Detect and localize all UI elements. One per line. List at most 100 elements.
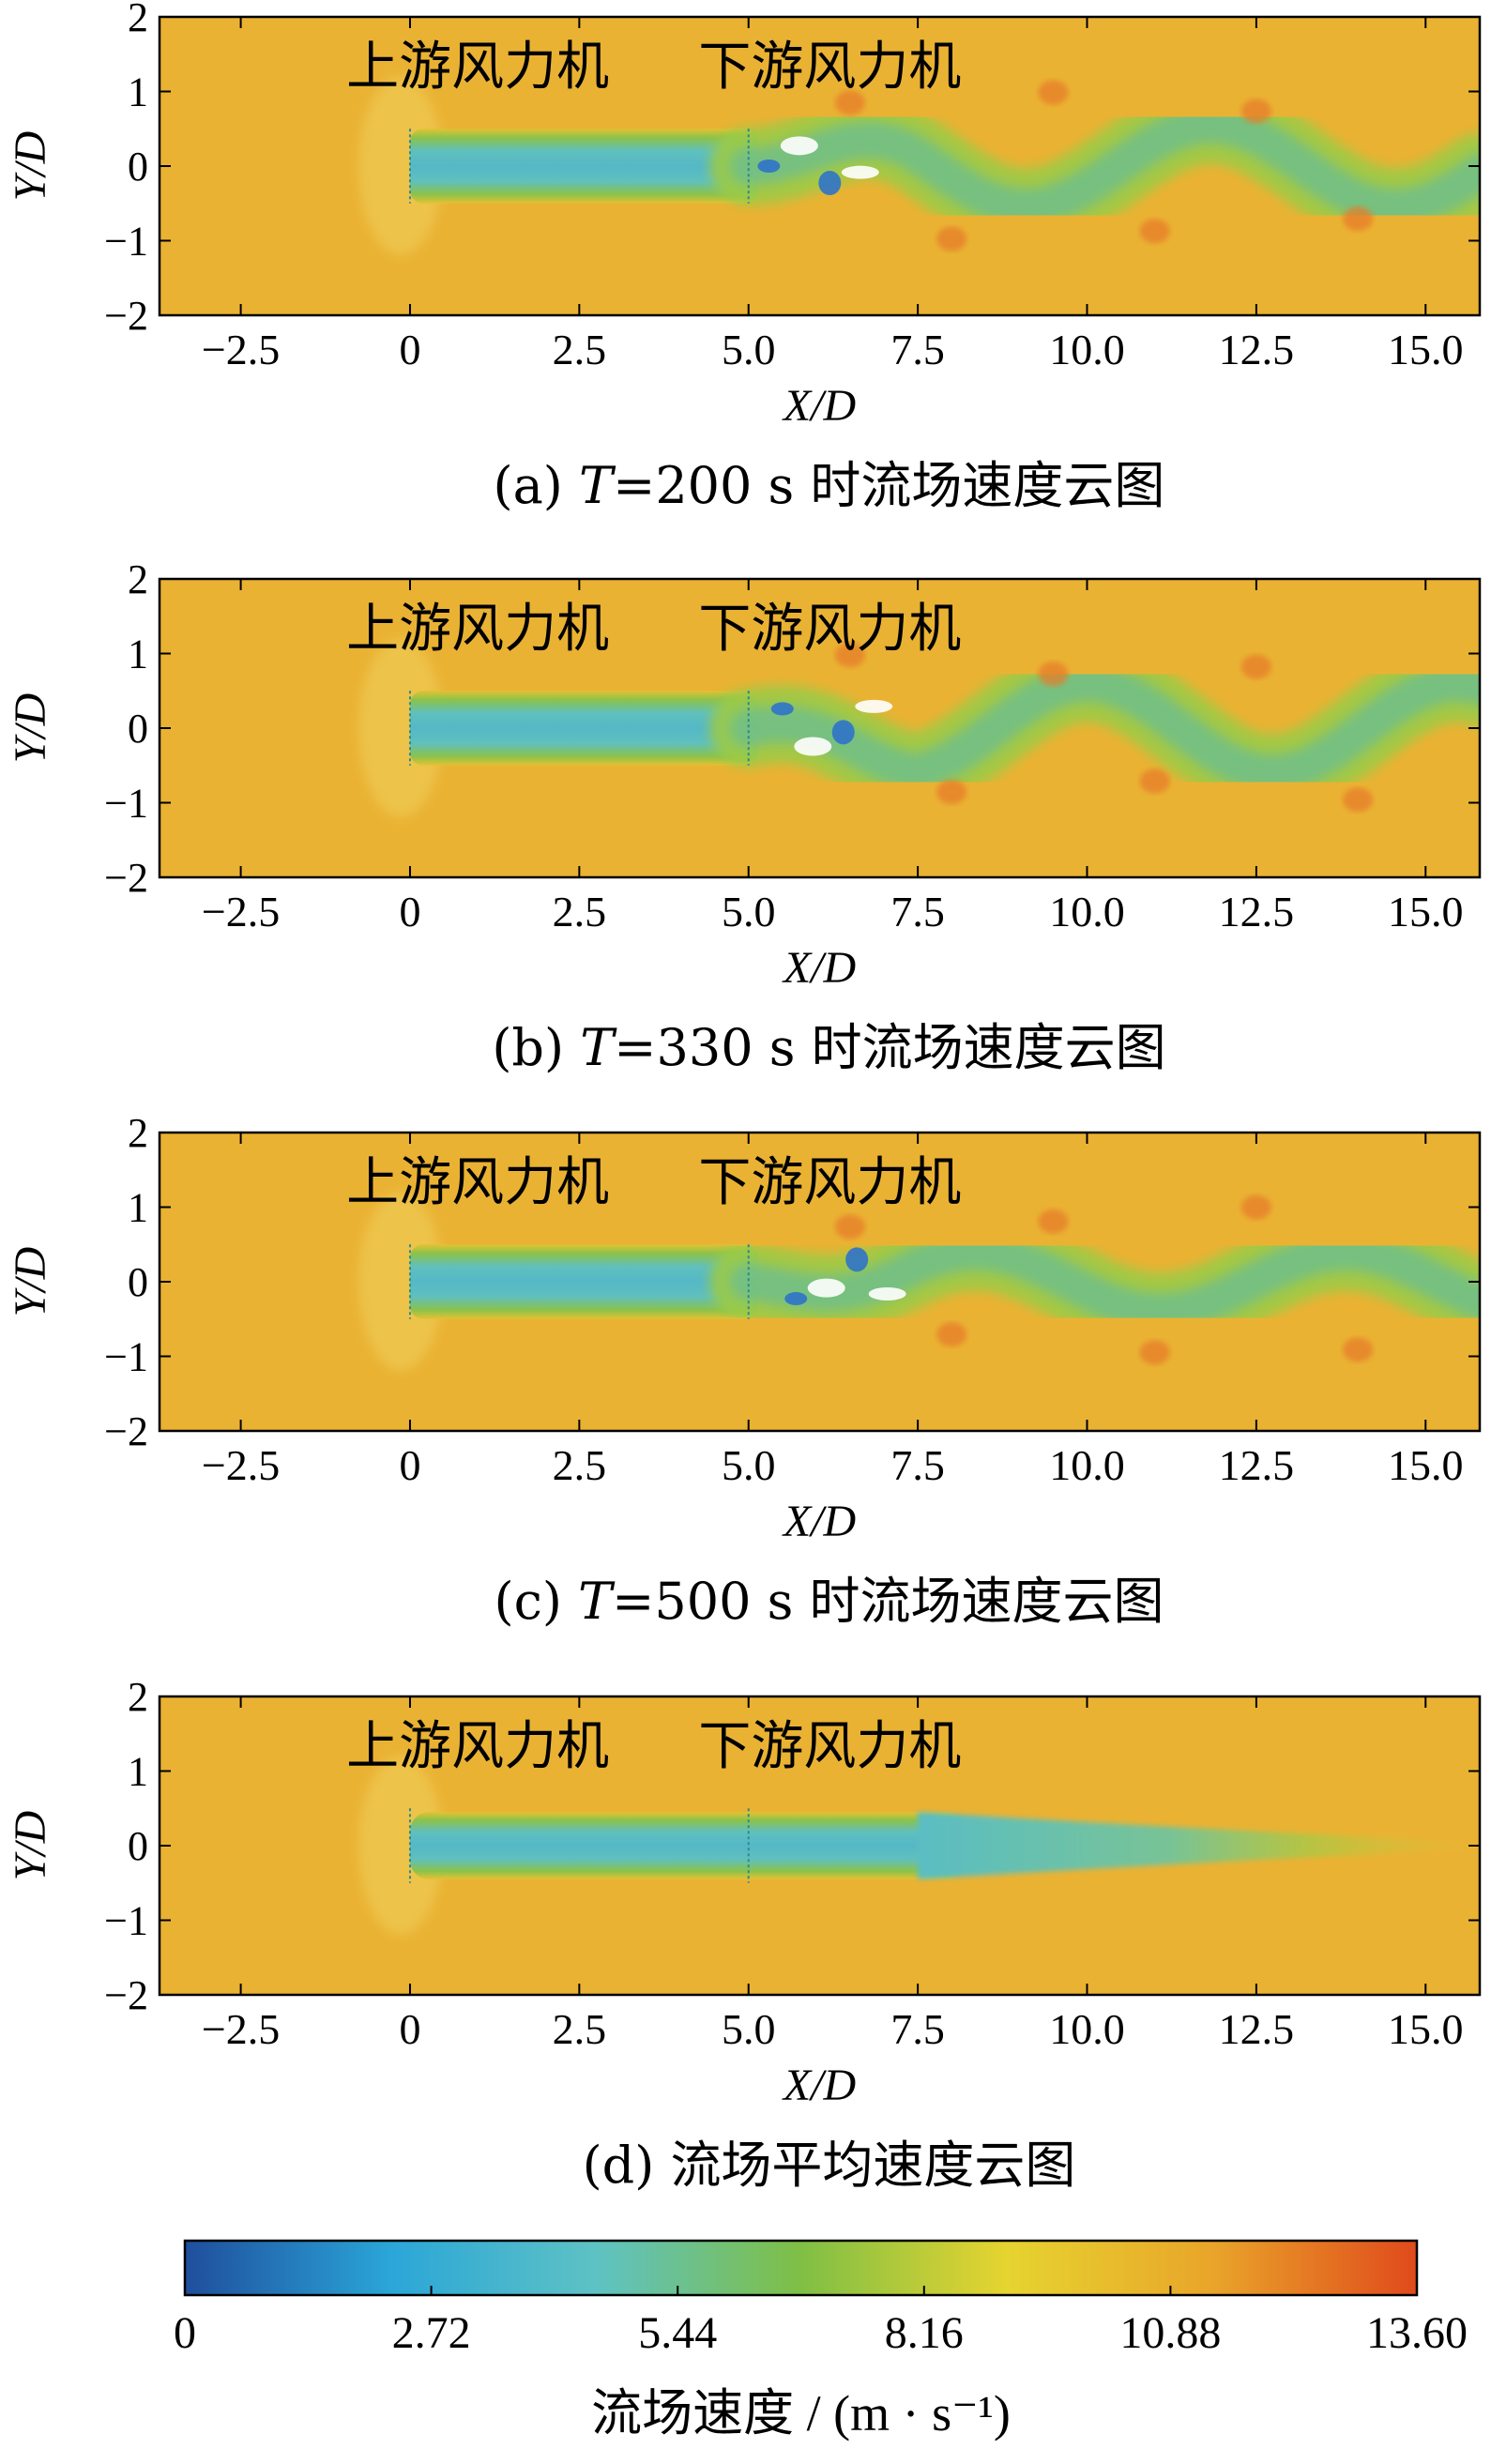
upstream-turbine-label: 上游风力机: [346, 1152, 609, 1213]
y-tick-label: −2: [104, 1408, 148, 1454]
panel-caption: (a) T=200 s 时流场速度云图: [494, 456, 1165, 515]
caption-variable: T: [579, 456, 616, 515]
y-axis-label: Y/D: [6, 131, 55, 202]
velocity-field: [358, 77, 1480, 255]
vortex-spot: [1343, 206, 1374, 232]
wake-core: [409, 1244, 758, 1319]
vortex-spot: [1038, 1209, 1069, 1234]
colorbar-tick-label: 10.88: [1119, 2308, 1221, 2358]
x-tick-label: 10.0: [1049, 1441, 1125, 1489]
y-tick-label: 2: [128, 1110, 148, 1156]
upstream-turbine-label: 上游风力机: [346, 1716, 609, 1777]
x-tick-label: 10.0: [1049, 888, 1125, 935]
caption-text: =500 s 时流场速度云图: [612, 1572, 1164, 1631]
caption-text: =200 s 时流场速度云图: [613, 456, 1164, 515]
x-tick-label: 7.5: [890, 888, 945, 935]
vortex-spot: [1038, 80, 1069, 105]
x-tick-label: 5.0: [722, 1441, 776, 1489]
low-speed-patch: [807, 1278, 845, 1298]
panel-caption: (d) 流场平均速度云图: [583, 2136, 1076, 2195]
vortex-spot: [1139, 219, 1170, 244]
x-tick-label: 0: [399, 2005, 420, 2053]
vortex-spot: [834, 1214, 865, 1240]
vortex-spot: [1240, 1194, 1271, 1220]
y-tick-label: 0: [128, 706, 148, 752]
x-tick-label: 5.0: [722, 326, 776, 373]
vortex-spot: [936, 780, 967, 805]
x-tick-label: 10.0: [1049, 2005, 1125, 2053]
x-axis-label: X/D: [782, 2061, 856, 2110]
wake-core: [409, 691, 758, 766]
x-axis-label: X/D: [782, 943, 856, 993]
y-tick-label: 1: [128, 631, 148, 677]
colorbar-tick-label: 8.16: [885, 2308, 964, 2358]
x-tick-label: 15.0: [1388, 326, 1464, 373]
x-axis-label: X/D: [782, 381, 856, 431]
colorbar-gradient: [183, 2239, 1419, 2297]
induction-zone: [358, 77, 443, 255]
upstream-turbine-label: 上游风力机: [346, 599, 609, 660]
y-tick-label: −2: [104, 855, 148, 901]
wake-core: [409, 129, 758, 204]
y-tick-label: −1: [104, 1334, 148, 1380]
colorbar-tick-label: 0: [174, 2308, 196, 2358]
upstream-turbine-label: 上游风力机: [346, 37, 609, 98]
vortex-spot: [1240, 99, 1271, 124]
x-tick-label: 10.0: [1049, 326, 1125, 373]
y-tick-label: −2: [104, 1972, 148, 2018]
y-tick-label: 1: [128, 69, 148, 115]
x-tick-label: 15.0: [1388, 888, 1464, 935]
wake-meander-inner: [730, 664, 1480, 792]
x-tick-label: 12.5: [1219, 326, 1295, 373]
y-tick-label: −1: [104, 781, 148, 827]
x-tick-label: 0: [399, 326, 420, 373]
x-tick-label: 5.0: [722, 888, 776, 935]
x-tick-label: −2.5: [202, 326, 280, 373]
x-tick-label: 2.5: [553, 326, 607, 373]
caption-prefix: (d): [583, 2136, 671, 2195]
panel-d: 上游风力机 下游风力机 −2.5 0 2.5 5.0 7.5 10.0 12.5 15.0 2 1 0 −…: [6, 1674, 1482, 2195]
y-tick-label: 2: [128, 1674, 148, 1720]
colorbar-tick-label: 5.44: [638, 2308, 717, 2358]
caption-text: =330 s 时流场速度云图: [614, 1018, 1165, 1077]
x-axis-label: X/D: [782, 1497, 856, 1546]
x-tick-label: −2.5: [202, 1441, 280, 1489]
x-tick-label: 5.0: [722, 2005, 776, 2053]
x-tick-label: 7.5: [890, 326, 945, 373]
vortex-spot: [1240, 654, 1271, 679]
vortex-spot: [1038, 662, 1069, 687]
y-tick-label: −2: [104, 293, 148, 339]
velocity-field: [358, 1193, 1480, 1371]
x-tick-label: 0: [399, 1441, 420, 1489]
x-tick-label: 15.0: [1388, 2005, 1464, 2053]
x-tick-label: −2.5: [202, 888, 280, 935]
y-tick-label: 2: [128, 556, 148, 602]
low-speed-patch: [845, 1247, 869, 1272]
x-tick-label: 12.5: [1219, 2005, 1295, 2053]
vortex-spot: [1343, 787, 1374, 813]
low-speed-patch: [784, 1292, 808, 1306]
low-speed-patch: [841, 165, 879, 179]
low-speed-patch: [780, 136, 818, 156]
x-tick-label: 7.5: [890, 1441, 945, 1489]
velocity-field: [358, 639, 1480, 817]
x-tick-label: 12.5: [1219, 1441, 1295, 1489]
panel-caption: (b) T=330 s 时流场速度云图: [492, 1018, 1165, 1077]
induction-zone: [358, 1757, 443, 1935]
wake-core: [409, 1812, 966, 1879]
x-tick-label: 2.5: [553, 888, 607, 935]
vortex-spot: [936, 226, 967, 251]
colorbar-tick-label: 2.72: [392, 2308, 471, 2358]
vortex-spot: [1139, 768, 1170, 794]
velocity-field: [358, 1757, 1480, 1935]
caption-prefix: (b): [492, 1018, 580, 1077]
colorbar: 0 2.72 5.44 8.16 10.88 13.60 流场速度 / (m · s⁻¹): [174, 2239, 1468, 2441]
panel-b: 上游风力机 下游风力机 −2.5 0 2.5 5.0 7.5 10.0 12.5 15.0 2 1 0 −…: [6, 556, 1482, 1077]
caption-variable: T: [578, 1572, 616, 1631]
vortex-spot: [834, 643, 865, 668]
wake-tail: [918, 1812, 1480, 1879]
x-tick-label: 7.5: [890, 2005, 945, 2053]
y-tick-label: 1: [128, 1749, 148, 1795]
wake-meander-inner: [730, 106, 1480, 226]
caption-variable: T: [580, 1018, 617, 1077]
